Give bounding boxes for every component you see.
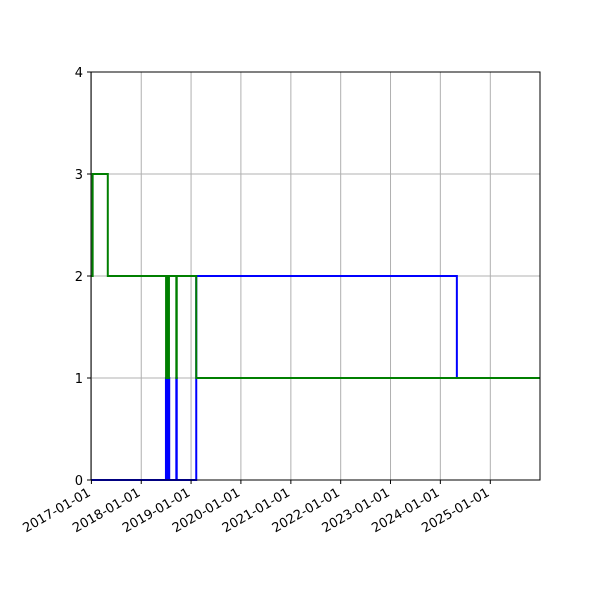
series-line-2 xyxy=(91,173,540,379)
y-tick-label: 2 xyxy=(75,270,83,285)
y-tick-label: 3 xyxy=(75,168,83,183)
y-tick-label: 4 xyxy=(75,66,83,81)
y-axis: 0 1 2 3 4 xyxy=(75,66,91,489)
y-tick-label: 1 xyxy=(75,372,83,387)
y-tick-label: 0 xyxy=(75,474,83,489)
